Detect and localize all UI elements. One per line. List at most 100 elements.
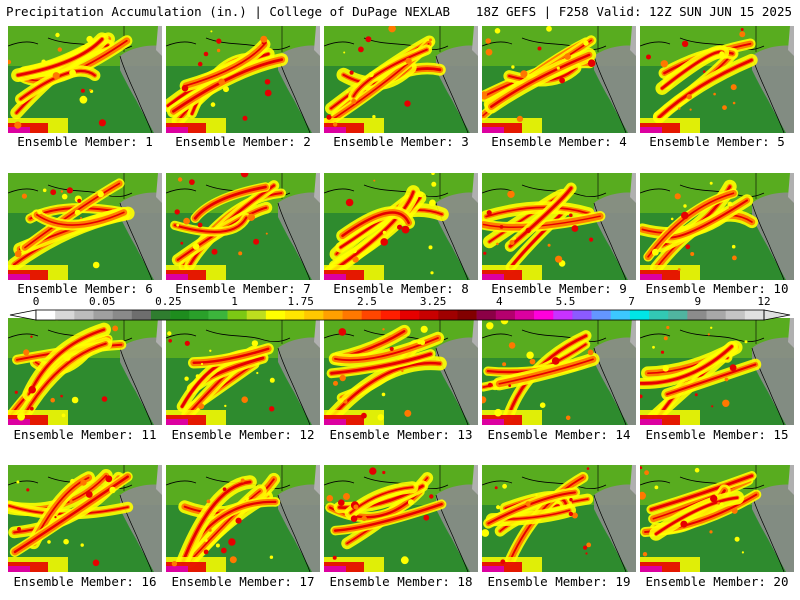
- coastline: [640, 41, 671, 47]
- precip-cell: [420, 325, 428, 333]
- precip-cell: [361, 412, 367, 419]
- precip-cell: [37, 209, 43, 215]
- colorbar-tick-label: 0.25: [155, 295, 182, 308]
- colorbar-swatch: [744, 310, 765, 320]
- precip-cell: [16, 480, 20, 484]
- precip-cell: [50, 397, 55, 403]
- precip-cell: [485, 38, 491, 44]
- ensemble-member-label: Ensemble Member: 13: [329, 427, 473, 442]
- colorbar-swatch: [457, 310, 477, 320]
- precip-cell: [349, 70, 354, 75]
- coastline: [482, 41, 513, 47]
- coastline: [751, 494, 785, 572]
- colorbar-swatch: [591, 310, 612, 320]
- precip-cell: [264, 79, 271, 85]
- ensemble-map-panel: [8, 26, 162, 133]
- precip-cell: [338, 328, 347, 336]
- land-area: [120, 45, 162, 133]
- coastline: [324, 41, 355, 47]
- precip-swath: [8, 274, 30, 280]
- precip-cell: [74, 209, 81, 216]
- precip-swath: [498, 358, 594, 385]
- colorbar-swatch: [495, 310, 516, 320]
- precip-cell: [350, 515, 358, 522]
- ensemble-map-panel: [482, 465, 636, 572]
- precip-swath: [482, 274, 504, 280]
- colorbar-swatch: [668, 310, 688, 320]
- precip-cell: [556, 66, 560, 70]
- colorbar-swatch: [74, 310, 94, 320]
- coastline: [277, 55, 311, 133]
- land-area: [278, 484, 320, 572]
- precip-swath: [654, 496, 739, 536]
- precip-cell: [28, 385, 36, 394]
- precip-cell: [732, 255, 737, 261]
- colorbar-swatch: [112, 310, 133, 320]
- precip-cell: [496, 505, 501, 510]
- precip-cell: [587, 349, 594, 356]
- land-area: [120, 337, 162, 425]
- precip-cell: [719, 502, 724, 507]
- land-area: [594, 45, 636, 133]
- coastline: [593, 494, 627, 572]
- coastline: [119, 347, 153, 425]
- precip-swath: [184, 43, 266, 87]
- land-area: [752, 484, 794, 572]
- precip-cell: [372, 115, 376, 119]
- colorbar-swatch: [285, 310, 305, 320]
- land-area: [594, 337, 636, 425]
- coastline: [679, 329, 765, 343]
- precip-cell: [640, 394, 643, 399]
- precip-cell: [235, 517, 242, 524]
- coastline: [640, 480, 671, 486]
- precip-swath: [181, 480, 252, 564]
- precip-swath: [657, 58, 753, 119]
- precip-cell: [60, 190, 64, 193]
- colorbar-swatch: [725, 310, 746, 320]
- precip-cell: [50, 189, 57, 196]
- precip-swath: [193, 185, 267, 220]
- precip-cell: [361, 515, 367, 522]
- precip-cell: [429, 38, 432, 42]
- land-area: [314, 173, 320, 203]
- precip-cell: [86, 35, 93, 43]
- precip-cell: [486, 210, 492, 216]
- precip-cell: [269, 406, 275, 412]
- colorbar-swatch: [304, 310, 324, 320]
- ensemble-map-panel: [640, 465, 794, 572]
- precip-cell: [642, 552, 648, 557]
- colorbar-swatch: [476, 310, 497, 320]
- precip-cell: [587, 59, 596, 67]
- precip-swath: [8, 127, 30, 133]
- coastline: [205, 329, 291, 343]
- precip-cell: [223, 86, 229, 93]
- precip-cell: [525, 501, 531, 507]
- precip-cell: [685, 244, 691, 250]
- ensemble-member-label: Ensemble Member: 9: [491, 281, 627, 296]
- coastline: [521, 476, 607, 490]
- ensemble-map-panel: [324, 318, 478, 425]
- precip-cell: [739, 31, 746, 38]
- precip-cell: [670, 217, 674, 221]
- precip-swath: [16, 37, 104, 77]
- precip-cell: [732, 101, 736, 105]
- precip-cell: [707, 333, 710, 336]
- coastline: [640, 188, 671, 194]
- precip-cell: [683, 204, 687, 208]
- precip-cell: [710, 494, 718, 503]
- ensemble-member-label: Ensemble Member: 19: [487, 574, 631, 589]
- precip-swath: [640, 274, 662, 280]
- precip-cell: [333, 380, 338, 386]
- precip-cell: [92, 559, 100, 567]
- precip-cell: [734, 536, 740, 542]
- precip-cell: [508, 384, 512, 387]
- precip-cell: [220, 547, 227, 554]
- coastline: [482, 188, 513, 194]
- precip-cell: [740, 28, 744, 31]
- ensemble-member-label: Ensemble Member: 18: [329, 574, 473, 589]
- precip-cell: [482, 396, 487, 404]
- colorbar-swatch: [400, 310, 420, 320]
- colorbar-swatch: [246, 310, 267, 320]
- precip-map: [640, 465, 794, 572]
- precip-cell: [586, 467, 590, 470]
